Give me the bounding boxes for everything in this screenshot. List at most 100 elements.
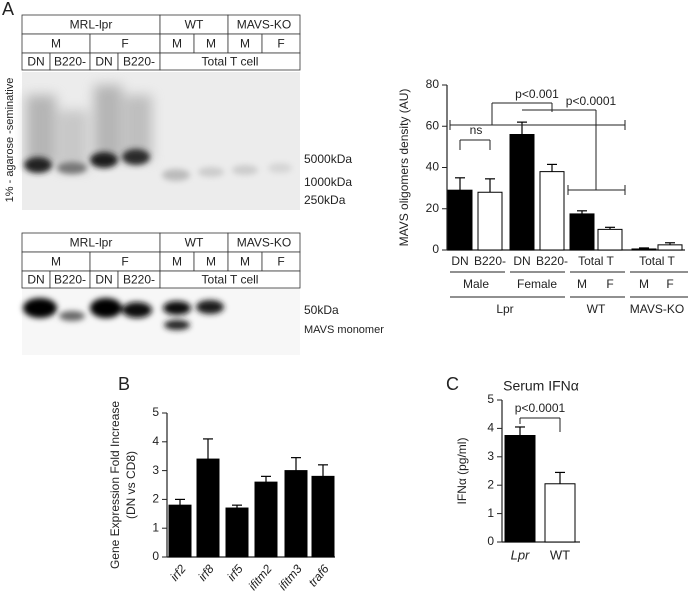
y-tick-label: 40 xyxy=(426,160,440,174)
header-label: MRL-lpr xyxy=(70,236,113,250)
panel-label: C xyxy=(446,374,459,394)
header-label: B220- xyxy=(123,273,155,287)
error-bar xyxy=(547,163,557,172)
y-tick-label: 2 xyxy=(152,492,159,506)
x-tick-label: DN xyxy=(451,254,468,268)
error-bar xyxy=(577,210,587,214)
bar xyxy=(477,191,503,251)
panel-label: B xyxy=(118,374,130,394)
annotation: ns xyxy=(470,123,483,137)
y-axis-label: MAVS oligomers density (AU) xyxy=(397,89,411,247)
header-label: MAVS-KO xyxy=(237,18,291,32)
error-bar xyxy=(291,457,301,471)
annotation: p<0.001 xyxy=(515,87,559,101)
header-label: M xyxy=(206,255,216,269)
y-tick-label: 0 xyxy=(487,534,494,548)
header-label: Total T cell xyxy=(202,55,259,69)
y-tick-label: 4 xyxy=(152,434,159,448)
header-label: WT xyxy=(185,236,204,250)
header-label: F xyxy=(121,37,128,51)
blot-note: MAVS monomer xyxy=(304,324,384,336)
error-bar xyxy=(261,475,271,483)
marker-label: 1000kDa xyxy=(304,175,352,189)
bar xyxy=(504,435,536,543)
x-tick-label: M xyxy=(639,277,649,291)
annotation: p<0.0001 xyxy=(566,94,617,108)
panel-label: A xyxy=(2,0,14,19)
bar xyxy=(569,213,595,251)
error-bar xyxy=(318,464,328,477)
group-label: Female xyxy=(517,277,557,291)
y-tick-label: 5 xyxy=(152,405,159,419)
bar xyxy=(447,189,473,251)
header-cell xyxy=(159,52,301,71)
error-bar xyxy=(555,471,565,484)
bar xyxy=(657,244,683,251)
x-tick-label: ifitm2 xyxy=(246,562,275,593)
y-axis-label: (DN vs CD8) xyxy=(124,451,138,519)
x-tick-label: irf2 xyxy=(167,562,189,584)
bar xyxy=(311,475,335,558)
bar xyxy=(509,134,535,251)
group-label: Lpr xyxy=(496,302,513,316)
y-tick-label: 20 xyxy=(426,201,440,215)
header-label: M xyxy=(172,37,182,51)
header-label: F xyxy=(277,255,284,269)
header-label: M xyxy=(206,37,216,51)
group-label: WT xyxy=(587,302,606,316)
header-label: F xyxy=(121,255,128,269)
blot-image xyxy=(22,288,300,355)
header-label: B220- xyxy=(54,273,86,287)
header-label: M xyxy=(172,255,182,269)
marker-label: 250kDa xyxy=(304,193,346,207)
header-label: M xyxy=(51,255,61,269)
y-tick-label: 3 xyxy=(152,463,159,477)
header-label: MRL-lpr xyxy=(70,18,113,32)
x-tick-label: F xyxy=(606,277,613,291)
header-label: DN xyxy=(95,55,112,69)
x-tick-label: irf5 xyxy=(224,562,246,584)
y-tick-label: 4 xyxy=(487,421,494,435)
bar xyxy=(168,504,192,558)
error-bar xyxy=(485,178,495,193)
blot-image xyxy=(22,72,300,210)
marker-label: 5000kDa xyxy=(304,152,352,166)
x-tick-label: Lpr xyxy=(511,547,530,562)
y-axis-label: IFNα (pg/ml) xyxy=(455,438,469,505)
header-label: M xyxy=(240,37,250,51)
error-bar xyxy=(665,242,675,245)
x-tick-label: M xyxy=(577,277,587,291)
error-bar xyxy=(203,438,213,460)
header-label: WT xyxy=(185,18,204,32)
header-label: M xyxy=(51,37,61,51)
header-label: B220- xyxy=(54,55,86,69)
header-cell xyxy=(159,270,301,289)
y-tick-label: 80 xyxy=(426,77,440,91)
x-tick-label: F xyxy=(666,277,673,291)
bar xyxy=(544,483,576,543)
bar xyxy=(597,228,623,251)
header-label: DN xyxy=(95,273,112,287)
error-bar xyxy=(175,498,185,506)
x-tick-label: DN xyxy=(513,254,530,268)
header-label: DN xyxy=(27,273,44,287)
annotation: p<0.0001 xyxy=(515,401,566,415)
error-bar xyxy=(639,247,649,249)
error-bar xyxy=(515,426,525,436)
chart-title: Serum IFNα xyxy=(503,378,579,394)
y-tick-label: 1 xyxy=(487,506,494,520)
error-bar xyxy=(517,121,527,135)
y-tick-label: 0 xyxy=(432,242,439,256)
error-bar xyxy=(232,504,242,509)
y-tick-label: 60 xyxy=(426,118,440,132)
marker-label: 50kDa xyxy=(304,303,339,317)
header-label: Total T cell xyxy=(202,273,259,287)
bar xyxy=(284,470,308,558)
error-bar xyxy=(455,177,465,191)
error-bar xyxy=(605,226,615,230)
header-label: B220- xyxy=(123,55,155,69)
header-label: M xyxy=(240,255,250,269)
x-tick-label: irf8 xyxy=(195,562,217,584)
bar xyxy=(539,171,565,251)
